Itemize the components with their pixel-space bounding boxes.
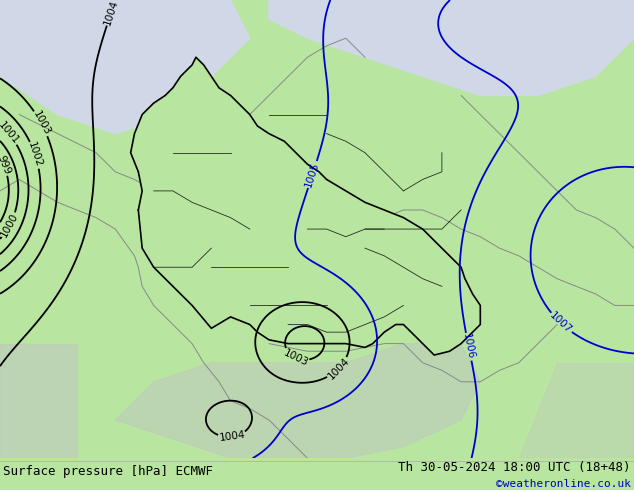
Text: 1005: 1005 xyxy=(304,161,321,189)
Text: 1006: 1006 xyxy=(461,333,476,361)
Text: 1007: 1007 xyxy=(548,311,574,336)
Polygon shape xyxy=(0,343,77,458)
Polygon shape xyxy=(115,343,481,458)
Text: 1003: 1003 xyxy=(30,110,52,137)
Text: 1004: 1004 xyxy=(326,356,351,382)
Text: 1004: 1004 xyxy=(102,0,120,26)
Polygon shape xyxy=(269,0,634,96)
Text: 1004: 1004 xyxy=(218,430,245,443)
Polygon shape xyxy=(131,57,481,355)
Polygon shape xyxy=(519,363,634,458)
Text: Th 30-05-2024 18:00 UTC (18+48): Th 30-05-2024 18:00 UTC (18+48) xyxy=(398,461,631,474)
Polygon shape xyxy=(0,153,634,458)
Text: 1002: 1002 xyxy=(26,141,44,169)
Text: 1003: 1003 xyxy=(281,347,309,368)
Text: 999: 999 xyxy=(0,154,12,176)
Polygon shape xyxy=(0,0,634,458)
Text: 1001: 1001 xyxy=(0,120,21,147)
Text: Surface pressure [hPa] ECMWF: Surface pressure [hPa] ECMWF xyxy=(3,465,213,478)
Polygon shape xyxy=(211,0,634,96)
Text: 1000: 1000 xyxy=(0,212,20,239)
Text: ©weatheronline.co.uk: ©weatheronline.co.uk xyxy=(496,479,631,490)
Polygon shape xyxy=(0,0,250,134)
